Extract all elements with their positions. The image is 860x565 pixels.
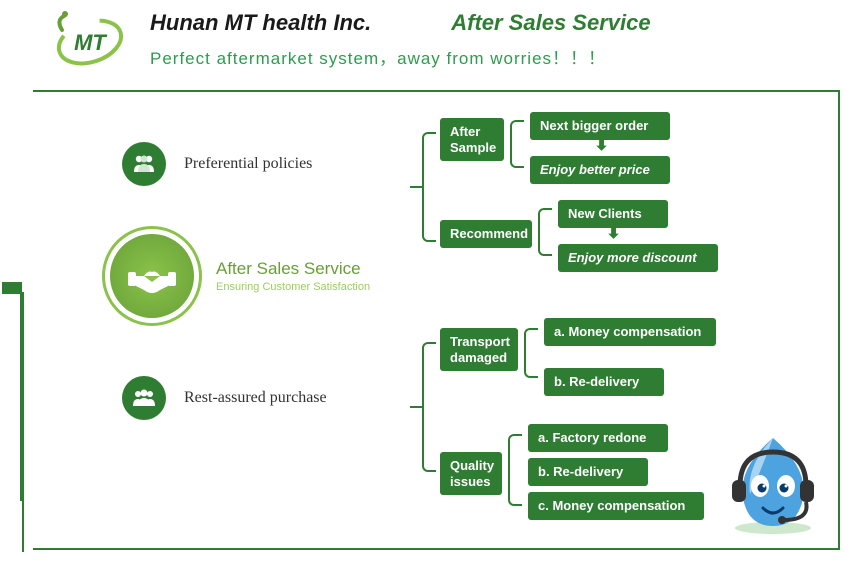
arrow-down-icon: ⬇ — [606, 222, 621, 243]
node-recommend: Recommend — [440, 220, 532, 248]
node-factory-redone: a. Factory redone — [528, 424, 668, 452]
node-after-sample: After Sample — [440, 118, 504, 161]
mascot-icon — [718, 428, 828, 538]
people-icon — [122, 142, 166, 186]
arrow-down-icon: ⬇ — [594, 134, 609, 155]
handshake-icon — [102, 226, 202, 326]
node-better-price: Enjoy better price — [530, 156, 670, 184]
node-money-comp-2: c. Money compensation — [528, 492, 704, 520]
company-name: Hunan MT health Inc. — [150, 10, 371, 36]
service-title: After Sales Service — [216, 259, 370, 279]
service-subtitle: Ensuring Customer Satisfaction — [216, 281, 370, 293]
svg-text:MT: MT — [74, 30, 107, 55]
left-column: Preferential policies After Sales Servic… — [122, 142, 402, 460]
group-icon — [122, 376, 166, 420]
purchase-label: Rest-assured purchase — [184, 389, 327, 407]
service-badge: After Sales Service Ensuring Customer Sa… — [102, 226, 402, 326]
node-more-discount: Enjoy more discount — [558, 244, 718, 272]
company-logo: MT — [50, 10, 130, 70]
header-subtitle: Perfect aftermarket system，away from wor… — [150, 44, 840, 69]
main-panel: Preferential policies After Sales Servic… — [20, 90, 840, 550]
section-title: After Sales Service — [451, 10, 650, 36]
node-quality: Quality issues — [440, 452, 502, 495]
policies-label: Preferential policies — [184, 155, 312, 173]
node-money-comp-1: a. Money compensation — [544, 318, 716, 346]
purchase-row: Rest-assured purchase — [122, 376, 402, 420]
node-transport: Transport damaged — [440, 328, 518, 371]
node-redelivery-2: b. Re-delivery — [528, 458, 648, 486]
node-redelivery-1: b. Re-delivery — [544, 368, 664, 396]
header: MT Hunan MT health Inc. After Sales Serv… — [0, 0, 860, 70]
policies-row: Preferential policies — [122, 142, 402, 186]
